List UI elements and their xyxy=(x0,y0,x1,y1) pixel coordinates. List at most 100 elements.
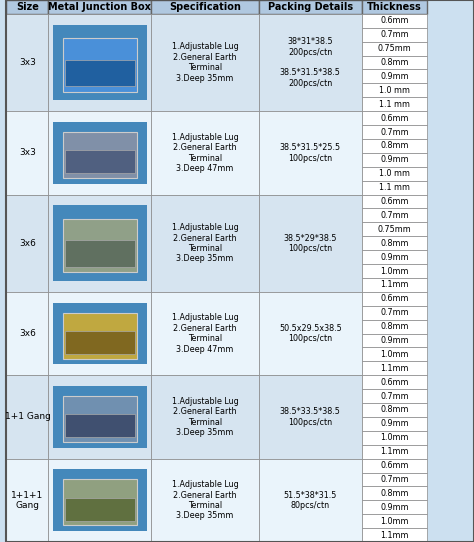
Text: 0.75mm: 0.75mm xyxy=(378,225,411,234)
Text: 1.Adjustable Lug
2.General Earth
Terminal
3.Deep 47mm: 1.Adjustable Lug 2.General Earth Termina… xyxy=(172,313,238,353)
Bar xyxy=(362,28,427,42)
Bar xyxy=(7,0,48,14)
Text: 1.0mm: 1.0mm xyxy=(380,267,409,275)
Text: 0.6mm: 0.6mm xyxy=(380,16,409,25)
Bar xyxy=(362,97,427,111)
Bar xyxy=(65,150,135,173)
Text: 1.0 mm: 1.0 mm xyxy=(379,169,410,178)
Text: 0.9mm: 0.9mm xyxy=(380,420,409,428)
Bar xyxy=(362,125,427,139)
Bar xyxy=(48,195,151,292)
Text: 38*31*38.5
200pcs/ctn

38.5*31.5*38.5
200pcs/ctn: 38*31*38.5 200pcs/ctn 38.5*31.5*38.5 200… xyxy=(280,37,341,88)
Bar xyxy=(362,236,427,250)
Text: 0.9mm: 0.9mm xyxy=(380,156,409,164)
Text: 50.5x29.5x38.5
100pcs/ctn: 50.5x29.5x38.5 100pcs/ctn xyxy=(279,324,342,343)
Text: 1.0mm: 1.0mm xyxy=(380,350,409,359)
Text: 0.6mm: 0.6mm xyxy=(380,461,409,470)
Bar xyxy=(63,132,137,178)
Bar xyxy=(362,42,427,56)
Bar xyxy=(259,292,362,375)
Bar xyxy=(362,333,427,347)
Text: 1+1+1
Gang: 1+1+1 Gang xyxy=(11,491,44,510)
Bar xyxy=(362,0,427,14)
Text: 51.5*38*31.5
80pcs/ctn: 51.5*38*31.5 80pcs/ctn xyxy=(283,491,337,510)
Text: Packing Details: Packing Details xyxy=(268,2,353,12)
Text: 0.7mm: 0.7mm xyxy=(380,127,409,137)
Bar xyxy=(7,375,48,459)
Text: 1.Adjustable Lug
2.General Earth
Terminal
3.Deep 35mm: 1.Adjustable Lug 2.General Earth Termina… xyxy=(172,397,238,437)
Bar xyxy=(151,0,259,14)
Text: 0.6mm: 0.6mm xyxy=(380,294,409,304)
Text: 1.1 mm: 1.1 mm xyxy=(379,183,410,192)
Bar xyxy=(151,111,259,195)
Text: 38.5*29*38.5
100pcs/ctn: 38.5*29*38.5 100pcs/ctn xyxy=(283,234,337,253)
Text: 0.6mm: 0.6mm xyxy=(380,114,409,122)
Bar xyxy=(53,386,146,448)
Bar xyxy=(53,25,146,100)
Text: 38.5*31.5*25.5
100pcs/ctn: 38.5*31.5*25.5 100pcs/ctn xyxy=(280,143,341,163)
Bar xyxy=(151,459,259,542)
Bar xyxy=(53,469,146,531)
Text: 0.8mm: 0.8mm xyxy=(380,58,409,67)
Bar xyxy=(362,56,427,69)
Bar xyxy=(362,195,427,209)
Bar xyxy=(362,250,427,264)
Text: 0.7mm: 0.7mm xyxy=(380,30,409,39)
Bar xyxy=(259,111,362,195)
Bar xyxy=(151,195,259,292)
Bar xyxy=(259,0,362,14)
Text: 1.Adjustable Lug
2.General Earth
Terminal
3.Deep 35mm: 1.Adjustable Lug 2.General Earth Termina… xyxy=(172,480,238,520)
Bar xyxy=(362,375,427,389)
Bar xyxy=(48,292,151,375)
Text: 1+1 Gang: 1+1 Gang xyxy=(5,412,50,422)
Bar xyxy=(48,111,151,195)
Bar xyxy=(53,205,146,281)
Bar xyxy=(362,167,427,180)
Bar xyxy=(48,375,151,459)
Bar xyxy=(362,264,427,278)
Text: 0.9mm: 0.9mm xyxy=(380,253,409,262)
Text: 0.7mm: 0.7mm xyxy=(380,308,409,317)
Bar xyxy=(362,514,427,528)
Bar xyxy=(65,415,135,437)
Bar xyxy=(65,60,135,86)
Bar xyxy=(151,375,259,459)
Bar xyxy=(362,139,427,153)
Bar xyxy=(362,83,427,97)
Text: 3x3: 3x3 xyxy=(19,58,36,67)
Bar xyxy=(259,14,362,111)
Bar xyxy=(259,195,362,292)
Text: 38.5*33.5*38.5
100pcs/ctn: 38.5*33.5*38.5 100pcs/ctn xyxy=(280,407,341,427)
Bar xyxy=(48,0,151,14)
Bar xyxy=(7,195,48,292)
Text: 0.8mm: 0.8mm xyxy=(380,322,409,331)
Text: Specification: Specification xyxy=(169,2,241,12)
Text: 3x6: 3x6 xyxy=(19,238,36,248)
Text: 0.6mm: 0.6mm xyxy=(380,378,409,386)
Text: 0.8mm: 0.8mm xyxy=(380,489,409,498)
Bar xyxy=(362,347,427,362)
Text: Metal Junction Box: Metal Junction Box xyxy=(48,2,151,12)
Bar xyxy=(362,69,427,83)
Bar xyxy=(65,498,135,521)
Bar xyxy=(63,38,137,92)
Bar xyxy=(259,459,362,542)
Text: 1.Adjustable Lug
2.General Earth
Terminal
3.Deep 35mm: 1.Adjustable Lug 2.General Earth Termina… xyxy=(172,223,238,263)
Bar xyxy=(362,320,427,333)
Bar xyxy=(362,431,427,445)
Bar xyxy=(63,396,137,442)
Bar xyxy=(362,209,427,222)
Text: Size: Size xyxy=(16,2,39,12)
Text: 0.7mm: 0.7mm xyxy=(380,475,409,484)
Text: 1.1mm: 1.1mm xyxy=(380,280,409,289)
Text: 1.1mm: 1.1mm xyxy=(380,447,409,456)
Bar xyxy=(65,331,135,354)
Text: 0.75mm: 0.75mm xyxy=(378,44,411,53)
Bar xyxy=(7,292,48,375)
Text: 0.9mm: 0.9mm xyxy=(380,336,409,345)
Bar xyxy=(63,480,137,525)
Bar xyxy=(7,459,48,542)
Bar xyxy=(362,459,427,473)
Bar xyxy=(362,362,427,375)
Text: 0.8mm: 0.8mm xyxy=(380,141,409,151)
